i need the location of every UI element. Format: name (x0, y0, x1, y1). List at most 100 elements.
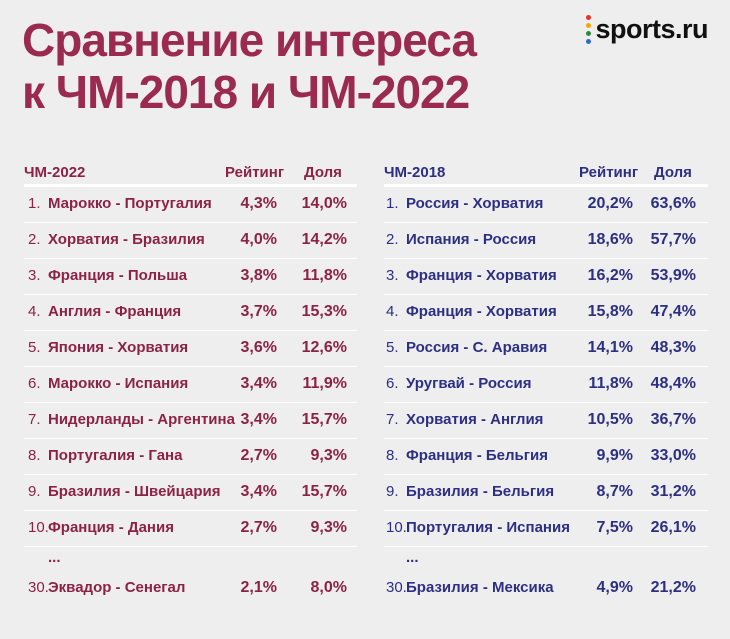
row-rating: 3,6% (240, 339, 277, 356)
row-share: 26,1% (650, 519, 696, 536)
row-match: Португалия - Гана (48, 447, 183, 464)
row-rank: 7. (386, 411, 399, 428)
row-rating: 4,9% (596, 579, 633, 596)
row-match: Марокко - Испания (48, 375, 189, 392)
row-match: Франция - Хорватия (406, 267, 557, 284)
row-rank: 1. (386, 195, 399, 212)
logo-dots-icon (586, 15, 592, 44)
row-share: 36,7% (650, 411, 696, 428)
table-row: 7. Нидерланды - Аргентина 3,4% 15,7% (24, 403, 357, 439)
row-rating: 3,4% (240, 483, 277, 500)
row-match: Португалия - Испания (406, 519, 570, 536)
row-rank: 4. (386, 303, 399, 320)
row-share: 57,7% (650, 231, 696, 248)
ellipsis-text: ... (48, 549, 61, 566)
column-header-rating: Рейтинг (225, 164, 285, 181)
row-rank: 7. (28, 411, 41, 428)
logo-dot (586, 23, 592, 28)
table-header: ЧМ-2018 Рейтинг Доля (384, 160, 708, 187)
row-share: 48,3% (650, 339, 696, 356)
row-match: Испания - Россия (406, 231, 537, 248)
row-match: Франция - Польша (48, 267, 188, 284)
row-match: Уругвай - Россия (406, 375, 532, 392)
sports-ru-logo: sports.ru (586, 14, 708, 45)
row-rating: 8,7% (596, 483, 633, 500)
row-rank: 5. (386, 339, 399, 356)
row-match: Нидерланды - Аргентина (48, 411, 235, 428)
table-row: 3. Франция - Польша 3,8% 11,8% (24, 259, 357, 295)
row-match: Бразилия - Швейцария (48, 483, 221, 500)
row-share: 21,2% (650, 579, 696, 596)
table-row: 8. Португалия - Гана 2,7% 9,3% (24, 439, 357, 475)
table-ellipsis: ... (24, 547, 357, 571)
table-row: 4. Англия - Франция 3,7% 15,3% (24, 295, 357, 331)
column-header-match: ЧМ-2022 (24, 164, 86, 181)
row-match: Франция - Хорватия (406, 303, 557, 320)
row-match: Япония - Хорватия (48, 339, 189, 356)
row-rank: 10. (28, 519, 49, 536)
row-rating: 9,9% (596, 447, 633, 464)
row-rating: 3,8% (240, 267, 277, 284)
row-rank: 2. (28, 231, 41, 248)
row-share: 9,3% (310, 447, 347, 464)
row-share: 15,7% (301, 411, 347, 428)
table-row: 9. Бразилия - Бельгия 8,7% 31,2% (384, 475, 708, 511)
row-share: 9,3% (310, 519, 347, 536)
row-rating: 18,6% (587, 231, 633, 248)
table-wc-2018: ЧМ-2018 Рейтинг Доля 1. Россия - Хорватия 20,… (384, 160, 708, 606)
logo-dot (586, 39, 592, 44)
table-row: 8. Франция - Бельгия 9,9% 33,0% (384, 439, 708, 475)
row-share: 63,6% (650, 195, 696, 212)
row-match: Эквадор - Сенегал (48, 579, 186, 596)
row-match: Россия - Хорватия (406, 195, 544, 212)
table-row: 4. Франция - Хорватия 15,8% 47,4% (384, 295, 708, 331)
row-share: 48,4% (650, 375, 696, 392)
row-match: Франция - Бельгия (406, 447, 548, 464)
table-row: 5. Япония - Хорватия 3,6% 12,6% (24, 331, 357, 367)
row-match: Хорватия - Бразилия (48, 231, 205, 248)
table-row: 6. Марокко - Испания 3,4% 11,9% (24, 367, 357, 403)
row-rating: 2,7% (240, 447, 277, 464)
row-rating: 11,8% (588, 375, 633, 392)
table-row: 9. Бразилия - Швейцария 3,4% 15,7% (24, 475, 357, 511)
column-header-match: ЧМ-2018 (384, 164, 446, 181)
row-share: 14,0% (301, 195, 347, 212)
row-rating: 15,8% (587, 303, 633, 320)
row-rank: 3. (28, 267, 41, 284)
table-row: 10. Франция - Дания 2,7% 9,3% (24, 511, 357, 547)
row-rank: 30. (28, 579, 49, 596)
row-rank: 8. (386, 447, 399, 464)
row-rank: 4. (28, 303, 41, 320)
row-rating: 14,1% (587, 339, 633, 356)
row-rating: 10,5% (587, 411, 633, 428)
row-rank: 6. (28, 375, 41, 392)
row-rank: 5. (28, 339, 41, 356)
column-header-rating: Рейтинг (579, 164, 639, 181)
row-rating: 7,5% (596, 519, 633, 536)
table-row: 5. Россия - С. Аравия 14,1% 48,3% (384, 331, 708, 367)
row-rank: 30. (386, 579, 407, 596)
table-row: 30. Эквадор - Сенегал 2,1% 8,0% (24, 571, 357, 606)
row-match: Россия - С. Аравия (406, 339, 548, 356)
row-rating: 3,4% (240, 411, 277, 428)
title-line-1: Сравнение интереса (22, 14, 477, 66)
row-rating: 16,2% (587, 267, 633, 284)
row-share: 8,0% (310, 579, 347, 596)
table-row: 7. Хорватия - Англия 10,5% 36,7% (384, 403, 708, 439)
row-match: Англия - Франция (48, 303, 182, 320)
row-share: 11,9% (302, 375, 347, 392)
column-header-share: Доля (304, 164, 342, 181)
row-match: Бразилия - Бельгия (406, 483, 555, 500)
row-rank: 2. (386, 231, 399, 248)
page-title: Сравнение интереса к ЧМ-2018 и ЧМ-2022 (22, 14, 477, 118)
row-rating: 2,1% (240, 579, 277, 596)
row-share: 15,3% (301, 303, 347, 320)
row-rank: 10. (386, 519, 407, 536)
row-share: 12,6% (301, 339, 347, 356)
row-share: 11,8% (302, 267, 347, 284)
table-row: 10. Португалия - Испания 7,5% 26,1% (384, 511, 708, 547)
row-match: Франция - Дания (48, 519, 174, 536)
row-match: Марокко - Португалия (48, 195, 212, 212)
table-row: 2. Испания - Россия 18,6% 57,7% (384, 223, 708, 259)
title-line-2: к ЧМ-2018 и ЧМ-2022 (22, 66, 470, 118)
